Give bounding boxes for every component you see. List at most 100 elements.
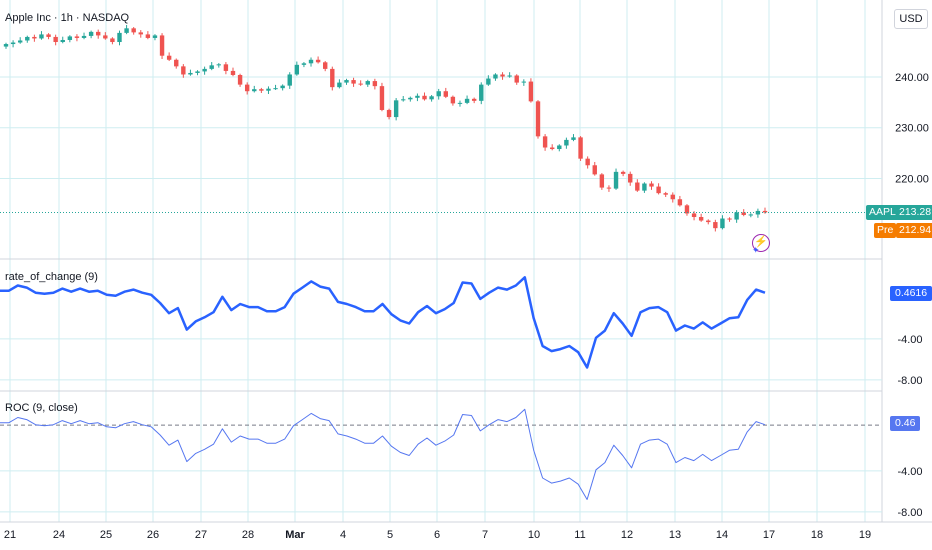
candle-body <box>60 39 65 43</box>
candle-body <box>464 98 470 103</box>
rate-of-change-line <box>0 276 766 369</box>
rate-of-change-title: rate_of_change (9) <box>5 271 98 283</box>
candle-body <box>166 55 172 60</box>
x-tick-label: 19 <box>859 529 871 541</box>
candle-body <box>131 28 136 33</box>
candle-body <box>486 78 491 85</box>
candle-body <box>436 91 441 97</box>
candle-body <box>174 59 179 67</box>
x-tick-label: 21 <box>4 529 16 541</box>
candle-body <box>684 205 690 214</box>
candle-body <box>727 218 732 220</box>
x-tick-label: Mar <box>285 529 305 541</box>
candle-body <box>670 194 675 200</box>
candle-body <box>422 95 427 100</box>
candle-body <box>656 186 661 194</box>
candle-body <box>67 36 73 40</box>
candle-body <box>415 95 420 98</box>
candle-body <box>698 217 704 221</box>
candle-body <box>599 174 605 188</box>
x-tick-label: 10 <box>528 529 540 541</box>
candle-body <box>252 89 257 92</box>
candle-body <box>592 165 597 175</box>
candle-body <box>25 36 30 41</box>
candle-body <box>159 35 165 56</box>
candle-body <box>145 34 151 38</box>
candle-body <box>564 139 569 146</box>
candle-body <box>344 80 349 83</box>
candle-body <box>223 64 229 71</box>
candle-body <box>266 88 271 91</box>
candle-body <box>379 86 385 110</box>
candle-body <box>32 36 37 39</box>
candle-body <box>323 62 328 69</box>
candle-body <box>124 28 129 33</box>
y-tick-label: 230.00 <box>895 123 929 135</box>
candle-body <box>549 147 555 150</box>
candle-body <box>315 59 321 63</box>
candle-body <box>88 31 94 36</box>
lightning-bolt-icon[interactable]: ⚡ <box>752 234 770 252</box>
candle-body <box>202 68 207 72</box>
candle-body <box>493 74 498 79</box>
candle-body <box>3 44 9 47</box>
candle-body <box>762 210 768 213</box>
roc-line <box>0 408 766 500</box>
candle-body <box>557 145 562 150</box>
y-tick-label: -8.00 <box>897 507 922 519</box>
rate-of-change-value-tag: 0.4616 <box>890 286 932 301</box>
candle-body <box>181 66 186 75</box>
x-tick-label: 27 <box>195 529 207 541</box>
candle-body <box>280 85 285 89</box>
x-tick-label: 26 <box>147 529 159 541</box>
candle-body <box>542 136 548 148</box>
candle-body <box>372 81 378 87</box>
x-tick-label: 6 <box>434 529 440 541</box>
pre-market-label-tag: Pre <box>874 223 897 238</box>
candle-body <box>393 100 399 118</box>
candle-body <box>209 65 214 69</box>
candle-body <box>117 32 122 43</box>
candle-body <box>606 187 612 189</box>
candle-body <box>528 81 534 102</box>
x-tick-label: 28 <box>242 529 254 541</box>
candle-body <box>500 74 505 77</box>
candle-body <box>514 75 519 83</box>
candle-body <box>152 35 158 38</box>
candle-body <box>628 173 633 183</box>
candle-body <box>103 35 108 39</box>
x-tick-label: 5 <box>387 529 393 541</box>
candle-body <box>677 199 683 206</box>
y-tick-label: -8.00 <box>897 375 922 387</box>
x-tick-label: 4 <box>340 529 346 541</box>
currency-button[interactable]: USD <box>894 9 928 29</box>
candle-body <box>230 70 236 75</box>
candle-body <box>195 71 200 73</box>
x-tick-label: 13 <box>669 529 681 541</box>
candle-body <box>706 220 711 223</box>
candle-body <box>713 222 718 229</box>
candle-body <box>649 183 654 187</box>
candle-body <box>521 81 527 83</box>
candle-body <box>39 34 44 39</box>
candle-body <box>408 97 413 100</box>
candle-body <box>755 210 761 215</box>
roc-value-tag: 0.46 <box>890 416 921 431</box>
candle-body <box>74 36 80 38</box>
candle-body <box>443 91 448 97</box>
y-tick-label: -4.00 <box>897 334 922 346</box>
x-tick-label: 24 <box>53 529 65 541</box>
diamond-icon[interactable]: ✦ <box>752 245 760 255</box>
last-price-symbol-tag: AAPL <box>866 205 899 220</box>
candle-body <box>110 38 115 43</box>
candle-body <box>301 63 307 65</box>
candle-body <box>578 137 583 159</box>
candle-body <box>287 74 292 86</box>
candle-body <box>720 218 725 229</box>
candle-body <box>330 68 335 88</box>
candle-body <box>386 109 392 118</box>
x-tick-label: 18 <box>811 529 823 541</box>
candle-body <box>46 34 51 37</box>
x-tick-label: 7 <box>482 529 488 541</box>
